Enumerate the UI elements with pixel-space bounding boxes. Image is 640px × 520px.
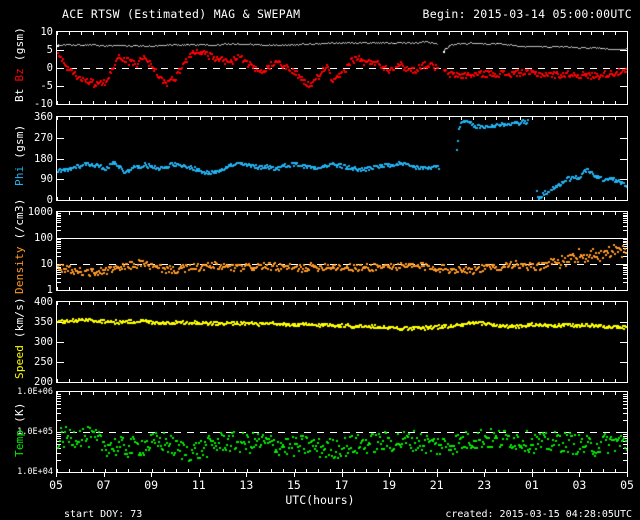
x-tick-mark [151,473,152,477]
y-axis-panel-2: 0 90 180 270 360 Phi (gsm) [0,111,56,206]
series-canvas-panel-5 [57,392,627,472]
y-axis-title-part: Temp [13,422,26,457]
x-axis-tick-row [56,473,628,477]
x-minor-tick [627,212,628,215]
plot-panel-speed [56,301,628,383]
x-minor-tick [627,392,628,395]
y-axis-title-part: (gsm) [13,124,26,160]
x-minor-tick [627,379,628,382]
x-tick-label: 03 [572,478,587,492]
series-canvas-panel-3 [57,212,627,290]
start-doy-label: start DOY: 73 [64,509,143,520]
series-canvas-panel-4 [57,302,627,382]
plot-panel-phi [56,116,628,201]
y-tick-label: 400 [34,296,53,308]
y-tick-label: -5 [40,80,53,92]
y-tick-label: 270 [34,131,53,144]
x-tick-mark [579,473,580,477]
x-minor-tick [627,117,628,120]
x-tick-mark [56,473,57,477]
x-tick-mark [104,473,105,477]
y-tick-label: 1000 [27,206,53,218]
x-tick-label: 19 [382,478,397,492]
y-axis-panel-3: 1 10 100 1000 Density (/cm3) [0,199,56,296]
y-axis-panel-1: -10 -5 0 5 10 Bt Bz (gsm) [0,26,56,110]
x-tick-label: 15 [286,478,301,492]
x-tick-label: 01 [524,478,539,492]
y-axis-title-panel-3: Density (/cm3) [13,199,26,295]
y-tick-label: 1.0E+05 [17,427,53,437]
x-minor-tick [627,469,628,472]
x-tick-label: 21 [429,478,444,492]
y-axis-title-part: (km/s) [13,297,26,339]
y-tick-label: 1.0E+06 [17,387,53,397]
y-tick-label: 250 [34,356,53,368]
y-tick-label: -10 [34,98,53,110]
plot-panel-density [56,211,628,291]
x-minor-tick [627,287,628,290]
y-tick-label: 0 [46,194,53,206]
y-axis-title-part: (/cm3) [13,198,26,240]
y-tick-label: 360 [34,111,53,123]
x-tick-label: 23 [477,478,492,492]
x-tick-mark [389,473,390,477]
x-tick-mark [437,473,438,477]
plot-panel-bt [56,31,628,105]
y-tick-label: 200 [34,376,53,388]
x-minor-tick [627,197,628,200]
y-axis-title-part: Bt [13,81,26,103]
x-tick-label: 13 [239,478,254,492]
y-axis-title-part: Speed [13,338,26,380]
x-tick-label: 07 [96,478,111,492]
x-tick-mark [532,473,533,477]
plot-panel-temp [56,391,628,473]
x-tick-mark [627,473,628,477]
x-tick-label: 05 [620,478,634,492]
created-label: created: 2015-03-15 04:28:05UTC [445,509,632,520]
y-axis-title-panel-2: Phi (gsm) [13,125,26,186]
y-axis-title-panel-4: Speed (km/s) [13,297,26,379]
y-tick-label: 10 [40,26,53,38]
x-tick-label: 11 [191,478,206,492]
y-tick-label: 0 [46,62,53,74]
y-tick-label: 10 [40,258,53,270]
x-tick-mark [342,473,343,477]
y-tick-label: 350 [34,316,53,328]
y-axis-title-panel-5: Temp (K) [13,402,26,457]
y-tick-label: 1 [46,284,53,296]
x-minor-tick [627,32,628,35]
x-tick-mark [199,473,200,477]
y-axis-title-panel-1: Bt Bz (gsm) [13,27,26,102]
y-axis-title-part: Density [13,239,26,295]
y-axis-title-part: Bz [13,61,26,82]
y-tick-label: 5 [46,44,53,56]
x-tick-mark [294,473,295,477]
x-tick-mark [246,473,247,477]
x-tick-label: 17 [334,478,349,492]
y-axis-title-part: (gsm) [13,27,26,62]
x-axis-tick-labels: 05 07 09 11 13 15 17 19 21 23 01 03 05 [0,478,640,492]
y-tick-label: 180 [34,152,53,165]
y-axis-title-part: (K) [13,402,26,423]
x-tick-label: 09 [144,478,159,492]
y-tick-label: 300 [34,336,53,348]
y-tick-label: 90 [40,173,53,186]
y-tick-label: 100 [34,232,53,244]
y-axis-panel-5: 1.0E+04 1.0E+05 1.0E+06 Temp (K) [0,387,56,477]
y-axis-title-part: Phi [13,159,26,187]
x-minor-tick [627,302,628,305]
x-axis-title: UTC(hours) [285,493,355,507]
series-canvas-panel-1 [57,32,627,104]
x-minor-tick [627,101,628,104]
x-tick-label: 05 [49,478,63,492]
begin-timestamp: Begin: 2015-03-14 05:00:00UTC [422,7,632,21]
x-tick-mark [484,473,485,477]
series-canvas-panel-2 [57,117,627,200]
y-tick-label: 1.0E+04 [17,467,53,477]
y-axis-panel-4: 200 250 300 350 400 Speed (km/s) [0,296,56,388]
page-title: ACE RTSW (Estimated) MAG & SWEPAM [62,7,301,21]
